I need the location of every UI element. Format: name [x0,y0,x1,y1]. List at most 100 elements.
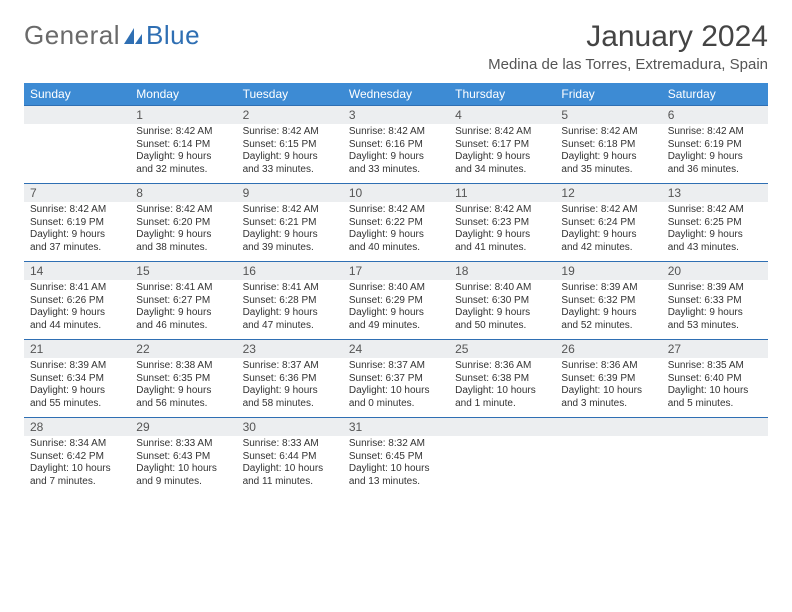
calendar-day-cell: 11Sunrise: 8:42 AMSunset: 6:23 PMDayligh… [449,184,555,262]
day-number: 9 [237,184,343,202]
day-details: Sunrise: 8:38 AMSunset: 6:35 PMDaylight:… [130,358,236,414]
day-number: 23 [237,340,343,358]
calendar-day-cell: 16Sunrise: 8:41 AMSunset: 6:28 PMDayligh… [237,262,343,340]
day-number: 20 [662,262,768,280]
calendar-day-cell: 15Sunrise: 8:41 AMSunset: 6:27 PMDayligh… [130,262,236,340]
calendar-day-cell: 6Sunrise: 8:42 AMSunset: 6:19 PMDaylight… [662,106,768,184]
day-number [449,418,555,436]
calendar-day-cell: 12Sunrise: 8:42 AMSunset: 6:24 PMDayligh… [555,184,661,262]
day-number: 7 [24,184,130,202]
day-number: 5 [555,106,661,124]
calendar-day-cell: 25Sunrise: 8:36 AMSunset: 6:38 PMDayligh… [449,340,555,418]
calendar-week-row: 21Sunrise: 8:39 AMSunset: 6:34 PMDayligh… [24,340,768,418]
calendar-day-cell: 26Sunrise: 8:36 AMSunset: 6:39 PMDayligh… [555,340,661,418]
day-number: 16 [237,262,343,280]
calendar-day-cell: 21Sunrise: 8:39 AMSunset: 6:34 PMDayligh… [24,340,130,418]
day-number: 13 [662,184,768,202]
weekday-header: Monday [130,83,236,106]
day-details: Sunrise: 8:32 AMSunset: 6:45 PMDaylight:… [343,436,449,492]
day-number: 24 [343,340,449,358]
day-details: Sunrise: 8:37 AMSunset: 6:37 PMDaylight:… [343,358,449,414]
day-number: 11 [449,184,555,202]
calendar-day-cell: 3Sunrise: 8:42 AMSunset: 6:16 PMDaylight… [343,106,449,184]
day-number: 28 [24,418,130,436]
calendar-day-cell: 30Sunrise: 8:33 AMSunset: 6:44 PMDayligh… [237,418,343,496]
day-details: Sunrise: 8:42 AMSunset: 6:23 PMDaylight:… [449,202,555,258]
day-details: Sunrise: 8:33 AMSunset: 6:44 PMDaylight:… [237,436,343,492]
calendar-day-cell: 9Sunrise: 8:42 AMSunset: 6:21 PMDaylight… [237,184,343,262]
location: Medina de las Torres, Extremadura, Spain [488,56,768,73]
day-number: 25 [449,340,555,358]
calendar-day-cell: 5Sunrise: 8:42 AMSunset: 6:18 PMDaylight… [555,106,661,184]
day-details: Sunrise: 8:42 AMSunset: 6:21 PMDaylight:… [237,202,343,258]
day-details: Sunrise: 8:36 AMSunset: 6:39 PMDaylight:… [555,358,661,414]
calendar-table: SundayMondayTuesdayWednesdayThursdayFrid… [24,83,768,496]
day-details: Sunrise: 8:42 AMSunset: 6:24 PMDaylight:… [555,202,661,258]
weekday-header: Sunday [24,83,130,106]
day-number [555,418,661,436]
day-details: Sunrise: 8:42 AMSunset: 6:19 PMDaylight:… [24,202,130,258]
calendar-day-cell: 31Sunrise: 8:32 AMSunset: 6:45 PMDayligh… [343,418,449,496]
logo-sail-icon [120,20,146,51]
calendar-day-cell: 23Sunrise: 8:37 AMSunset: 6:36 PMDayligh… [237,340,343,418]
day-details: Sunrise: 8:40 AMSunset: 6:30 PMDaylight:… [449,280,555,336]
day-number: 3 [343,106,449,124]
day-number: 1 [130,106,236,124]
calendar-day-cell: 29Sunrise: 8:33 AMSunset: 6:43 PMDayligh… [130,418,236,496]
weekday-header: Friday [555,83,661,106]
calendar-week-row: 28Sunrise: 8:34 AMSunset: 6:42 PMDayligh… [24,418,768,496]
day-number: 22 [130,340,236,358]
logo-text-1: General [24,20,120,51]
weekday-header: Saturday [662,83,768,106]
title-block: January 2024 Medina de las Torres, Extre… [488,20,768,73]
day-number [662,418,768,436]
calendar-day-cell: 8Sunrise: 8:42 AMSunset: 6:20 PMDaylight… [130,184,236,262]
day-details: Sunrise: 8:42 AMSunset: 6:14 PMDaylight:… [130,124,236,180]
day-number: 8 [130,184,236,202]
day-details: Sunrise: 8:40 AMSunset: 6:29 PMDaylight:… [343,280,449,336]
calendar-day-cell [555,418,661,496]
calendar-day-cell: 2Sunrise: 8:42 AMSunset: 6:15 PMDaylight… [237,106,343,184]
day-details: Sunrise: 8:42 AMSunset: 6:15 PMDaylight:… [237,124,343,180]
calendar-day-cell: 10Sunrise: 8:42 AMSunset: 6:22 PMDayligh… [343,184,449,262]
day-details: Sunrise: 8:37 AMSunset: 6:36 PMDaylight:… [237,358,343,414]
day-details: Sunrise: 8:42 AMSunset: 6:17 PMDaylight:… [449,124,555,180]
day-number: 4 [449,106,555,124]
day-details: Sunrise: 8:42 AMSunset: 6:16 PMDaylight:… [343,124,449,180]
month-title: January 2024 [488,20,768,54]
weekday-header: Tuesday [237,83,343,106]
day-number: 14 [24,262,130,280]
day-number: 19 [555,262,661,280]
day-details: Sunrise: 8:41 AMSunset: 6:28 PMDaylight:… [237,280,343,336]
day-number: 6 [662,106,768,124]
calendar-header-row: SundayMondayTuesdayWednesdayThursdayFrid… [24,83,768,106]
weekday-header: Wednesday [343,83,449,106]
calendar-week-row: 1Sunrise: 8:42 AMSunset: 6:14 PMDaylight… [24,106,768,184]
day-number [24,106,130,124]
day-details: Sunrise: 8:41 AMSunset: 6:26 PMDaylight:… [24,280,130,336]
day-details: Sunrise: 8:41 AMSunset: 6:27 PMDaylight:… [130,280,236,336]
logo: General Blue [24,20,200,51]
day-number: 26 [555,340,661,358]
calendar-day-cell: 19Sunrise: 8:39 AMSunset: 6:32 PMDayligh… [555,262,661,340]
day-details: Sunrise: 8:35 AMSunset: 6:40 PMDaylight:… [662,358,768,414]
calendar-week-row: 7Sunrise: 8:42 AMSunset: 6:19 PMDaylight… [24,184,768,262]
day-number: 27 [662,340,768,358]
day-details: Sunrise: 8:39 AMSunset: 6:32 PMDaylight:… [555,280,661,336]
day-number: 17 [343,262,449,280]
logo-text-2: Blue [146,20,200,51]
header: General Blue January 2024 Medina de las … [24,20,768,73]
day-number: 29 [130,418,236,436]
day-details: Sunrise: 8:33 AMSunset: 6:43 PMDaylight:… [130,436,236,492]
day-number: 18 [449,262,555,280]
day-details: Sunrise: 8:42 AMSunset: 6:18 PMDaylight:… [555,124,661,180]
day-number: 30 [237,418,343,436]
day-number: 21 [24,340,130,358]
calendar-day-cell: 13Sunrise: 8:42 AMSunset: 6:25 PMDayligh… [662,184,768,262]
weekday-header: Thursday [449,83,555,106]
day-details: Sunrise: 8:42 AMSunset: 6:19 PMDaylight:… [662,124,768,180]
day-number: 12 [555,184,661,202]
day-details: Sunrise: 8:42 AMSunset: 6:20 PMDaylight:… [130,202,236,258]
calendar-day-cell: 17Sunrise: 8:40 AMSunset: 6:29 PMDayligh… [343,262,449,340]
day-number: 15 [130,262,236,280]
